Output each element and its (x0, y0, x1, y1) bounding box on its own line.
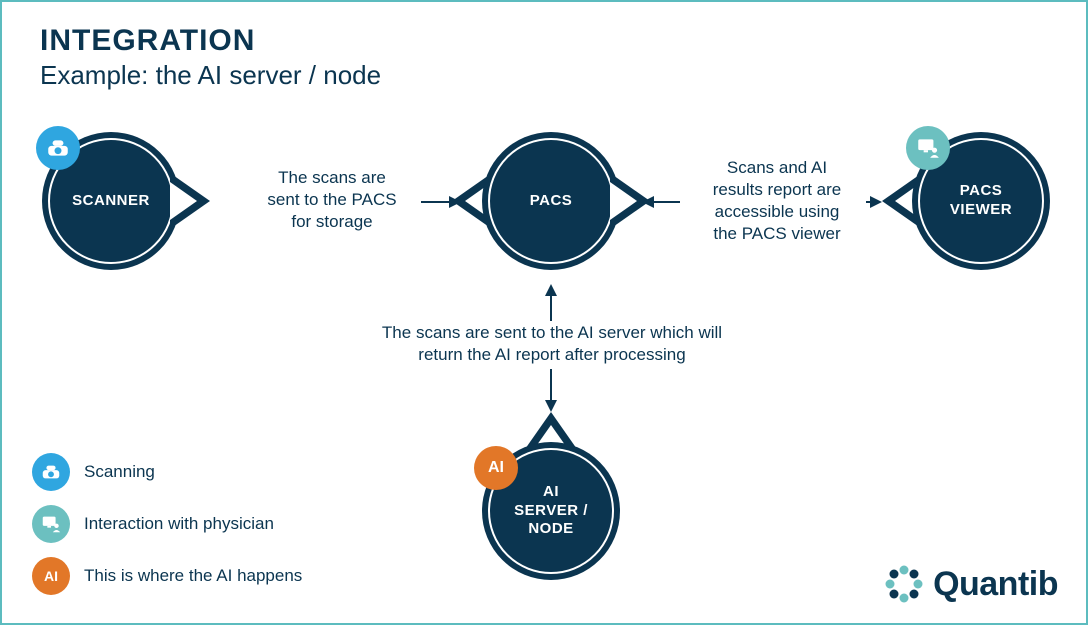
edge-scanner-pacs-arrow (421, 201, 451, 203)
node-scanner-tail (170, 173, 210, 229)
legend: Scanning Interaction with physician AI T… (32, 439, 302, 595)
scanner-icon (40, 461, 62, 483)
title-sub: Example: the AI server / node (40, 60, 381, 91)
edge-pacs-ai-line-u (550, 295, 552, 321)
legend-row-scan: Scanning (32, 453, 302, 491)
legend-ai-badge-text: AI (44, 568, 58, 584)
legend-scan-text: Scanning (84, 462, 155, 482)
edge-pacs-ai-head-d (545, 400, 557, 412)
edge-pacs-ai-line-d (550, 369, 552, 401)
edge-pacs-ai-label: The scans are sent to the AI server whic… (352, 322, 752, 366)
legend-physician-text: Interaction with physician (84, 514, 274, 534)
title-block: INTEGRATION Example: the AI server / nod… (40, 24, 381, 91)
node-ai: AI SERVER / NODE AI (482, 442, 620, 580)
monitor-person-icon (40, 513, 62, 535)
edge-pacs-viewer-head-l (642, 196, 654, 208)
ai-badge-text: AI (488, 459, 504, 477)
edge-pacs-viewer-line-l (654, 201, 680, 203)
legend-physician-badge (32, 505, 70, 543)
monitor-person-icon (915, 135, 941, 161)
logo: Quantib (883, 563, 1058, 605)
legend-row-ai: AI This is where the AI happens (32, 557, 302, 595)
legend-ai-badge: AI (32, 557, 70, 595)
edge-scanner-pacs-label: The scans are sent to the PACS for stora… (242, 167, 422, 233)
legend-row-physician: Interaction with physician (32, 505, 302, 543)
node-ai-label: AI SERVER / NODE (502, 483, 600, 539)
edge-pacs-viewer-head-r (870, 196, 882, 208)
logo-text: Quantib (933, 565, 1058, 604)
node-pacs: PACS (482, 132, 620, 270)
node-viewer-label: PACS VIEWER (938, 182, 1024, 220)
node-pacs-label: PACS (518, 192, 585, 211)
title-main: INTEGRATION (40, 24, 381, 58)
edge-scanner-pacs-arrowhead (449, 196, 461, 208)
diagram-frame: INTEGRATION Example: the AI server / nod… (0, 0, 1088, 625)
ai-badge: AI (474, 446, 518, 490)
scanner-badge (36, 126, 80, 170)
node-viewer: PACS VIEWER (912, 132, 1050, 270)
node-pacs-circle: PACS (482, 132, 620, 270)
legend-scan-badge (32, 453, 70, 491)
physician-badge (906, 126, 950, 170)
legend-ai-text: This is where the AI happens (84, 566, 302, 586)
edge-pacs-viewer-label: Scans and AI results report are accessib… (682, 157, 872, 245)
node-scanner-label: SCANNER (60, 192, 162, 211)
logo-icon (883, 563, 925, 605)
node-scanner: SCANNER (42, 132, 180, 270)
scanner-icon (45, 135, 71, 161)
